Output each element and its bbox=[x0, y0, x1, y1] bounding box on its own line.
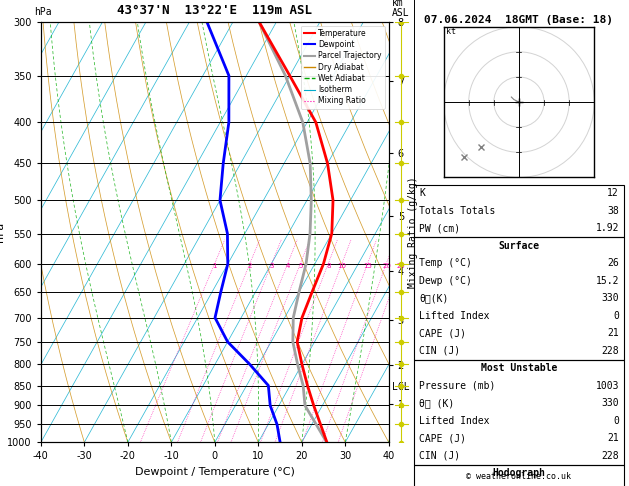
Text: hPa: hPa bbox=[35, 7, 52, 17]
Text: 1: 1 bbox=[213, 263, 217, 269]
Text: 228: 228 bbox=[601, 346, 619, 356]
Text: 5: 5 bbox=[298, 263, 303, 269]
Text: 0: 0 bbox=[613, 416, 619, 426]
Text: CAPE (J): CAPE (J) bbox=[419, 329, 466, 338]
Text: Temp (°C): Temp (°C) bbox=[419, 259, 472, 268]
Text: 07.06.2024  18GMT (Base: 18): 07.06.2024 18GMT (Base: 18) bbox=[425, 15, 613, 25]
Text: Lifted Index: Lifted Index bbox=[419, 311, 489, 321]
Text: 0: 0 bbox=[613, 311, 619, 321]
Text: LCL: LCL bbox=[392, 382, 410, 392]
X-axis label: Dewpoint / Temperature (°C): Dewpoint / Temperature (°C) bbox=[135, 467, 295, 477]
Legend: Temperature, Dewpoint, Parcel Trajectory, Dry Adiabat, Wet Adiabat, Isotherm, Mi: Temperature, Dewpoint, Parcel Trajectory… bbox=[301, 26, 385, 108]
Text: kt: kt bbox=[446, 27, 456, 36]
Text: 25: 25 bbox=[397, 263, 406, 269]
Text: CIN (J): CIN (J) bbox=[419, 451, 460, 461]
Text: K: K bbox=[419, 189, 425, 198]
Text: 38: 38 bbox=[607, 206, 619, 216]
Text: Pressure (mb): Pressure (mb) bbox=[419, 381, 495, 391]
Text: CIN (J): CIN (J) bbox=[419, 346, 460, 356]
Text: © weatheronline.co.uk: © weatheronline.co.uk bbox=[467, 472, 571, 481]
Text: 330: 330 bbox=[601, 399, 619, 408]
Text: PW (cm): PW (cm) bbox=[419, 224, 460, 233]
Text: Most Unstable: Most Unstable bbox=[481, 364, 557, 373]
Text: 21: 21 bbox=[607, 329, 619, 338]
Text: Lifted Index: Lifted Index bbox=[419, 416, 489, 426]
Text: Hodograph: Hodograph bbox=[493, 469, 545, 478]
Y-axis label: hPa: hPa bbox=[0, 222, 4, 242]
Text: km
ASL: km ASL bbox=[392, 0, 409, 18]
Text: Surface: Surface bbox=[498, 241, 540, 251]
Text: Dewp (°C): Dewp (°C) bbox=[419, 276, 472, 286]
Text: 21: 21 bbox=[607, 434, 619, 443]
Text: 3: 3 bbox=[269, 263, 274, 269]
Text: 15.2: 15.2 bbox=[596, 276, 619, 286]
Text: θᴇ (K): θᴇ (K) bbox=[419, 399, 454, 408]
Text: 1.92: 1.92 bbox=[596, 224, 619, 233]
Text: Totals Totals: Totals Totals bbox=[419, 206, 495, 216]
Text: Mixing Ratio (g/kg): Mixing Ratio (g/kg) bbox=[408, 176, 418, 288]
Text: 2: 2 bbox=[248, 263, 252, 269]
Text: 26: 26 bbox=[607, 259, 619, 268]
Text: θᴇ(K): θᴇ(K) bbox=[419, 294, 448, 303]
Text: 4: 4 bbox=[286, 263, 290, 269]
Text: 43°37'N  13°22'E  119m ASL: 43°37'N 13°22'E 119m ASL bbox=[117, 4, 313, 17]
Text: 8: 8 bbox=[326, 263, 331, 269]
Text: 20: 20 bbox=[382, 263, 391, 269]
Text: 228: 228 bbox=[601, 451, 619, 461]
Text: 10: 10 bbox=[338, 263, 347, 269]
Text: 15: 15 bbox=[363, 263, 372, 269]
Text: 1003: 1003 bbox=[596, 381, 619, 391]
Text: CAPE (J): CAPE (J) bbox=[419, 434, 466, 443]
Text: 12: 12 bbox=[607, 189, 619, 198]
Text: 330: 330 bbox=[601, 294, 619, 303]
